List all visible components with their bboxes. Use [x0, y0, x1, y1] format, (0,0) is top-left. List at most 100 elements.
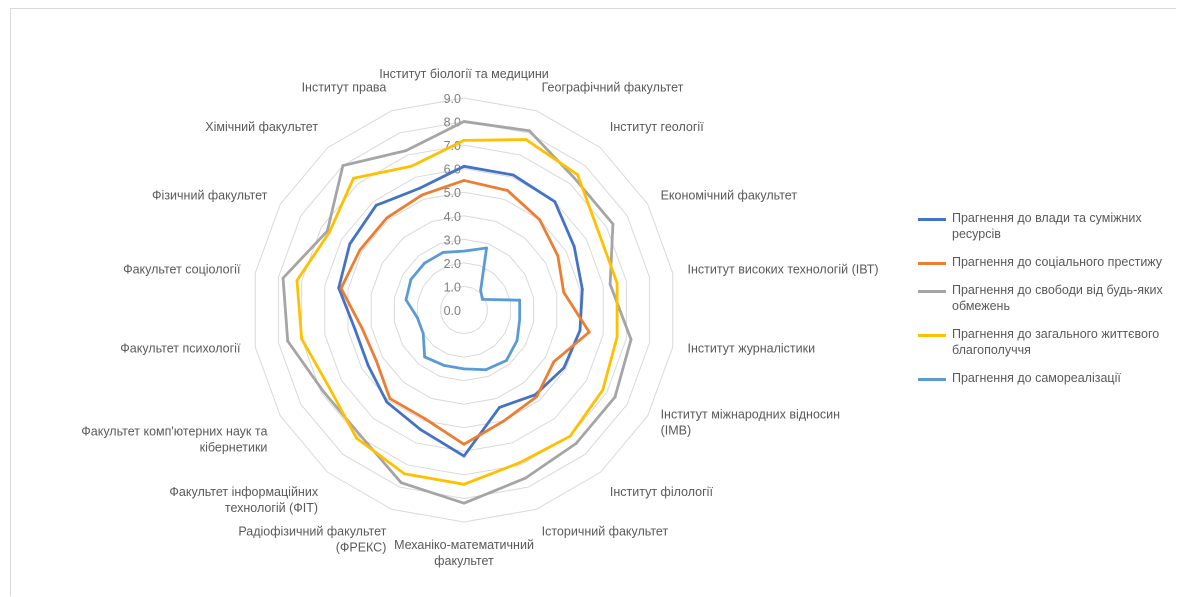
legend-item: Прагнення до соціального престижу [918, 254, 1168, 270]
data-point [399, 481, 403, 485]
data-point [518, 461, 521, 465]
data-point [504, 359, 508, 362]
data-point [420, 193, 424, 197]
legend-label: Прагнення до загального життєвого благоп… [952, 327, 1160, 357]
legend-item: Прагнення до влади та суміжних ресурсів [918, 210, 1168, 242]
data-point [385, 400, 389, 404]
tick-label: 2.0 [444, 257, 461, 271]
category-label: Інститут міжнародних відносин (ІМВ) [661, 408, 841, 438]
data-point [300, 337, 304, 341]
category-label-line: Факультет психології [120, 341, 241, 355]
data-point [341, 164, 345, 168]
data-point [615, 335, 619, 339]
data-point [462, 179, 466, 182]
category-label-line: технологій (ФІТ) [225, 501, 318, 515]
data-point [352, 176, 355, 180]
data-point [523, 476, 527, 480]
grid-ring [277, 121, 651, 499]
category-label: Економічний факультет [661, 189, 798, 203]
category-label: Факультет комп'ютерних наук та кібернетик… [81, 425, 267, 455]
data-point [511, 173, 515, 177]
data-point [366, 363, 370, 367]
data-point [423, 355, 427, 359]
data-point [629, 338, 633, 341]
data-point [462, 442, 466, 446]
category-label-line: Радіофізичний факультет [238, 524, 386, 538]
category-label-line: Хімічний факультет [205, 120, 318, 134]
category-label: Інститут біології та медицини [379, 67, 549, 81]
data-point [580, 287, 584, 291]
data-point [327, 386, 331, 390]
data-point [462, 249, 466, 253]
data-point [576, 173, 579, 177]
grid-ring [393, 238, 535, 382]
data-point [615, 281, 619, 285]
category-label-line: Факультет комп'ютерних наук та [81, 425, 267, 439]
data-point [348, 242, 352, 246]
tick-label: 1.0 [444, 280, 461, 294]
legend-label: Прагнення до соціального престижу [952, 255, 1163, 269]
legend-swatch [918, 290, 946, 293]
data-point [462, 501, 466, 505]
data-point [353, 327, 357, 331]
data-point [418, 186, 422, 190]
legend-item: Прагнення до загального життєвого благоп… [918, 326, 1168, 358]
category-label: Факультет інформаційних технологій (ФІТ) [169, 485, 318, 515]
category-label-line: Інститут біології та медицини [379, 67, 549, 81]
data-point [527, 129, 531, 133]
legend-label: Прагнення до самореалізації [952, 371, 1121, 385]
data-point [498, 405, 501, 409]
data-point [358, 248, 362, 252]
data-point [421, 332, 425, 335]
legend: Прагнення до влади та суміжних ресурсів П… [918, 210, 1168, 398]
data-point [321, 389, 325, 393]
data-point [485, 246, 488, 250]
data-point [502, 419, 506, 423]
data-point [572, 245, 576, 248]
category-label: Радіофізичний факультет (ФРЕКС) [238, 524, 386, 554]
category-label-line: Економічний факультет [661, 189, 798, 203]
data-point [480, 298, 484, 301]
category-label: Історичний факультет [542, 524, 669, 538]
category-label-line: факультет [434, 554, 494, 568]
data-point [524, 138, 528, 141]
category-label-line: Історичний факультет [542, 524, 669, 538]
data-point [506, 189, 509, 192]
category-label-line: (ФРЕКС) [336, 540, 387, 554]
category-label: Інститут високих технологій (ІВТ) [688, 263, 879, 277]
data-point [462, 454, 466, 458]
data-point [327, 230, 331, 234]
data-point [613, 395, 617, 399]
data-point [568, 434, 572, 438]
grid-ring [347, 191, 581, 429]
data-point [462, 482, 466, 486]
legend-swatch [918, 218, 946, 221]
data-point [337, 286, 341, 290]
category-label-line: Інститут журналістики [688, 341, 816, 355]
chart-frame [10, 8, 1176, 596]
data-point [281, 276, 285, 280]
data-point [562, 291, 566, 294]
data-point [441, 251, 445, 254]
data-point [286, 339, 290, 343]
data-point [578, 329, 582, 332]
data-point [388, 397, 392, 400]
category-label-line: кібернетики [200, 441, 268, 455]
data-point [597, 230, 601, 234]
series-line-5 [404, 246, 522, 372]
data-point [410, 164, 414, 168]
data-point [419, 428, 422, 431]
data-point [404, 149, 408, 153]
tick-label: 4.0 [444, 210, 461, 224]
data-point [402, 472, 406, 476]
data-point [385, 216, 389, 220]
data-point [538, 218, 542, 222]
category-label-line: Фізичний факультет [152, 189, 268, 203]
grid-ring [370, 215, 558, 405]
data-point [518, 318, 522, 322]
data-point [462, 120, 466, 123]
data-point [562, 366, 566, 370]
grid-ring [324, 168, 604, 452]
data-point [374, 203, 378, 207]
category-label-line: Інститут права [302, 81, 387, 95]
